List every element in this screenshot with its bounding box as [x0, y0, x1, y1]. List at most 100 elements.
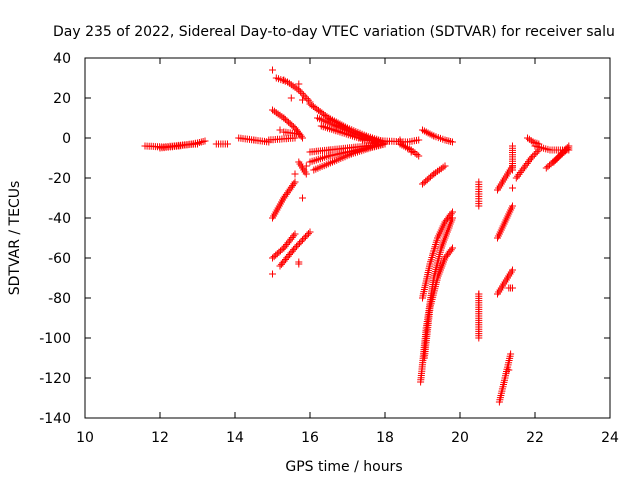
data-point [560, 147, 568, 155]
data-point [286, 120, 294, 128]
data-point [281, 115, 289, 123]
data-point [201, 137, 209, 145]
data-point [527, 137, 535, 145]
data-point [542, 164, 550, 172]
data-point [565, 142, 573, 150]
data-point [224, 140, 231, 148]
data-point [400, 142, 408, 150]
data-point [407, 148, 415, 156]
data-point [420, 179, 428, 187]
data-point [544, 163, 552, 171]
data-point [425, 174, 433, 182]
y-tick-label: 0 [62, 131, 71, 147]
data-point [325, 114, 333, 122]
data-point [405, 145, 413, 153]
data-point [291, 178, 299, 186]
x-axis-ticks: 10 12 14 16 18 20 22 24 [76, 58, 619, 446]
data-point [447, 246, 455, 254]
data-point [287, 81, 295, 89]
data-point [280, 114, 288, 122]
data-point [516, 169, 524, 176]
x-tick-label: 10 [76, 430, 94, 446]
data-point [269, 270, 276, 278]
data-point [415, 152, 423, 160]
data-point [306, 228, 314, 236]
data-point [285, 187, 293, 195]
data-point [519, 165, 527, 173]
data-point [551, 156, 559, 164]
data-point [290, 232, 298, 240]
data-point [514, 172, 522, 180]
y-tick-label: 40 [53, 51, 71, 67]
data-point [413, 151, 421, 158]
data-point [287, 94, 295, 102]
data-point [527, 154, 535, 162]
data-point [300, 91, 308, 99]
data-point [475, 202, 483, 210]
data-point [427, 173, 434, 181]
y-tick-label: -40 [48, 211, 71, 227]
data-point [299, 134, 306, 142]
data-point [300, 234, 308, 242]
data-point [289, 182, 296, 190]
x-tick-label: 20 [451, 430, 469, 446]
data-point [298, 89, 306, 97]
data-point [556, 152, 564, 160]
data-point [475, 290, 483, 298]
data-point [302, 170, 310, 178]
data-point [422, 128, 430, 136]
data-point [562, 145, 570, 153]
data-point [288, 121, 296, 129]
data-point [530, 151, 538, 159]
data-point [419, 180, 426, 188]
x-tick-label: 22 [526, 430, 544, 446]
data-point [525, 158, 532, 166]
data-point [303, 231, 311, 239]
data-point [290, 180, 298, 188]
data-point [532, 149, 540, 157]
data-point [449, 208, 456, 216]
data-point [520, 163, 528, 171]
data-point [299, 194, 306, 202]
data-point [396, 136, 404, 144]
data-point [294, 241, 302, 249]
data-point [415, 136, 423, 144]
data-point [295, 80, 303, 88]
y-tick-label: -100 [39, 331, 71, 347]
data-point [437, 165, 445, 173]
data-point [509, 184, 516, 192]
data-point [275, 248, 283, 256]
x-axis-label: GPS time / hours [285, 459, 402, 475]
data-point [509, 202, 516, 210]
data-point [553, 155, 561, 163]
y-tick-label: -80 [48, 291, 71, 307]
data-point [290, 246, 298, 254]
data-point [296, 239, 303, 247]
x-tick-label: 16 [301, 430, 319, 446]
data-point [291, 230, 299, 238]
data-point [447, 210, 455, 218]
data-point [276, 126, 284, 134]
data-point [430, 170, 438, 178]
data-point [512, 174, 520, 182]
data-point [270, 253, 278, 261]
plot-frame [84, 57, 611, 419]
x-tick-label: 18 [376, 430, 394, 446]
y-axis-label: SDTVAR / TECUs [7, 181, 23, 296]
data-point [269, 66, 276, 74]
data-point [559, 148, 567, 156]
data-point [304, 96, 312, 104]
data-point [297, 238, 305, 246]
data-point [299, 236, 306, 244]
x-tick-label: 14 [226, 430, 244, 446]
x-tick-label: 24 [601, 430, 619, 446]
data-point [305, 230, 312, 238]
y-tick-label: -60 [48, 251, 71, 267]
data-point [509, 166, 516, 174]
data-point [509, 266, 516, 274]
data-point [303, 95, 311, 103]
data-point [277, 247, 284, 255]
data-point [295, 130, 303, 138]
data-point [269, 254, 276, 262]
data-point [280, 194, 288, 202]
